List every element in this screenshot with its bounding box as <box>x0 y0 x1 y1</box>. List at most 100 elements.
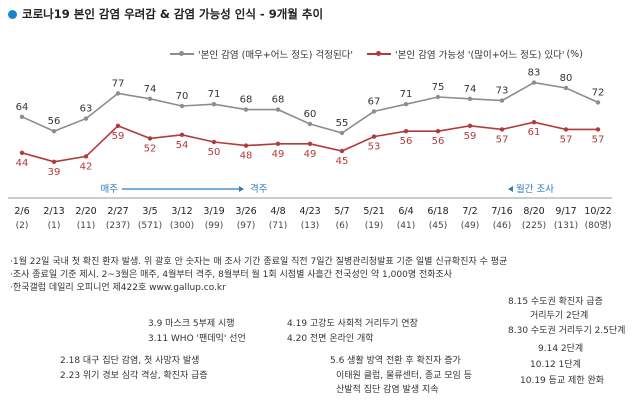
legend: '본인 감염 (매우+어느 정도) 걱정된다' '본인 감염 가능성 '(많이+… <box>170 46 597 62</box>
point-concern <box>275 107 281 112</box>
x-tick-label: 3/12 <box>171 206 192 217</box>
data-label-concern: 71 <box>400 89 413 100</box>
x-sample-size-label: (300) <box>170 221 194 231</box>
point-possibility <box>531 120 537 125</box>
x-tick-label: 3/19 <box>203 206 224 217</box>
event-0218: 2.18 대구 집단 감염, 첫 사망자 발생 <box>60 356 200 366</box>
point-concern <box>467 96 473 102</box>
point-possibility <box>51 159 57 164</box>
point-possibility <box>499 127 505 132</box>
point-concern <box>179 103 185 109</box>
data-label-possibility: 53 <box>368 142 381 153</box>
point-possibility <box>467 123 473 128</box>
point-possibility <box>211 139 217 145</box>
footnote-3: ·한국갤럽 데일리 오피니언 제422호 www.gallup.co.kr <box>10 283 226 293</box>
data-label-concern: 80 <box>560 73 573 84</box>
legend-unit: (%) <box>566 48 583 60</box>
data-label-concern: 75 <box>432 82 445 93</box>
data-label-possibility: 56 <box>400 136 413 147</box>
x-sample-size-label: (41) <box>397 221 415 231</box>
point-concern <box>51 129 57 134</box>
footnote-1: ·1월 22일 국내 첫 확진 환자 발생. 위 괄호 안 숫자는 매 조사 기… <box>10 257 508 267</box>
point-concern <box>147 96 153 102</box>
x-sample-size-label: (11) <box>77 221 95 231</box>
x-tick-label: 2/13 <box>43 206 64 217</box>
data-label-possibility: 52 <box>144 143 157 154</box>
chart-base-layer: 매주 격주 월간 조사 2/6 (2) 2/13 (1) 2/20 (11) 2/27 (237) 3… <box>8 183 612 231</box>
data-label-concern: 74 <box>144 84 157 95</box>
chart-title: 코로나19 본인 감염 우려감 & 감염 가능성 인식 - 9개월 추이 <box>22 7 324 21</box>
x-tick-label: 2/27 <box>107 206 128 217</box>
data-label-concern: 83 <box>528 68 541 79</box>
point-concern <box>307 121 313 127</box>
period-label-biweekly: 격주 <box>250 183 268 195</box>
data-label-possibility: 45 <box>336 156 349 167</box>
point-possibility <box>403 129 409 134</box>
x-tick-label: 5/7 <box>334 206 349 217</box>
data-label-possibility: 44 <box>16 158 29 169</box>
point-possibility <box>243 143 249 148</box>
x-tick-label: 3/26 <box>235 206 256 217</box>
x-sample-size-label: (237) <box>106 221 130 231</box>
x-tick-label: 2/20 <box>75 206 96 217</box>
point-possibility <box>179 132 185 137</box>
point-possibility <box>435 129 441 134</box>
x-sample-size-label: (571) <box>138 221 162 231</box>
x-tick-label: 4/8 <box>270 206 285 217</box>
event-1012: 10.12 1단계 <box>530 360 581 370</box>
data-label-concern: 56 <box>48 116 61 127</box>
point-concern <box>115 91 121 96</box>
event-0311: 3.11 WHO '팬데믹' 선언 <box>148 334 246 344</box>
point-concern <box>531 80 537 85</box>
period-label-monthly: 월간 조사 <box>516 183 554 195</box>
title-row: 코로나19 본인 감염 우려감 & 감염 가능성 인식 - 9개월 추이 <box>8 6 323 22</box>
x-sample-size-label: (80명) <box>585 220 612 231</box>
point-concern <box>563 85 569 91</box>
footnote-2: ·조사 종료일 기준 제시. 2~3월은 매주, 4월부터 격주, 8월부터 월… <box>10 270 453 280</box>
point-concern <box>211 102 217 107</box>
x-sample-size-label: (97) <box>237 221 255 231</box>
legend-swatch-gray <box>170 51 194 56</box>
line-chart: 매주 격주 월간 조사 2/6 (2) 2/13 (1) 2/20 (11) 2/27 (237) 3… <box>8 68 612 231</box>
point-concern <box>403 102 409 107</box>
x-tick-label: 9/17 <box>555 206 576 217</box>
point-concern <box>595 100 601 105</box>
data-label-possibility: 39 <box>48 167 61 178</box>
data-label-possibility: 56 <box>432 136 445 147</box>
event-0506-sub1: 이태원 클럽, 물류센터, 종교 모임 등 <box>336 371 472 381</box>
data-label-concern: 72 <box>592 87 605 98</box>
point-possibility <box>371 134 377 139</box>
x-sample-size-label: (6) <box>336 221 349 231</box>
point-concern <box>83 116 89 121</box>
event-0506-sub2: 산발적 집단 감염 발생 지속 <box>336 385 439 395</box>
x-sample-size-label: (71) <box>269 221 287 231</box>
point-possibility <box>307 141 313 146</box>
x-tick-label: 4/23 <box>299 206 320 217</box>
event-0914: 9.14 2단계 <box>538 344 584 354</box>
point-concern <box>19 114 25 120</box>
data-label-concern: 68 <box>240 95 253 106</box>
x-tick-label: 5/21 <box>363 206 384 217</box>
data-label-concern: 60 <box>304 109 317 120</box>
x-sample-size-label: (46) <box>493 221 511 231</box>
point-concern <box>371 109 377 114</box>
point-possibility <box>147 136 153 141</box>
x-tick-label: 6/18 <box>427 206 448 217</box>
data-label-concern: 70 <box>176 91 189 102</box>
data-label-possibility: 57 <box>592 134 605 145</box>
weekly-period-arrow-icon <box>239 186 244 192</box>
data-label-concern: 77 <box>112 78 125 89</box>
event-1019: 10.19 등교 제한 완화 <box>520 376 605 386</box>
data-label-possibility: 42 <box>80 161 93 172</box>
data-label-concern: 67 <box>368 96 381 107</box>
x-tick-label: 2/6 <box>14 206 29 217</box>
data-label-concern: 71 <box>208 89 221 100</box>
x-sample-size-label: (49) <box>461 221 479 231</box>
title-bullet-icon <box>8 9 17 19</box>
event-0815: 8.15 수도권 확진자 급증 <box>508 297 603 307</box>
x-sample-size-label: (13) <box>301 221 319 231</box>
legend-entry-concern: '본인 감염 (매우+어느 정도) 걱정된다' <box>170 47 353 61</box>
monthly-period-arrow-icon <box>508 186 513 192</box>
event-0223: 2.23 위기 경보 심각 격상, 확진자 급증 <box>60 371 208 381</box>
